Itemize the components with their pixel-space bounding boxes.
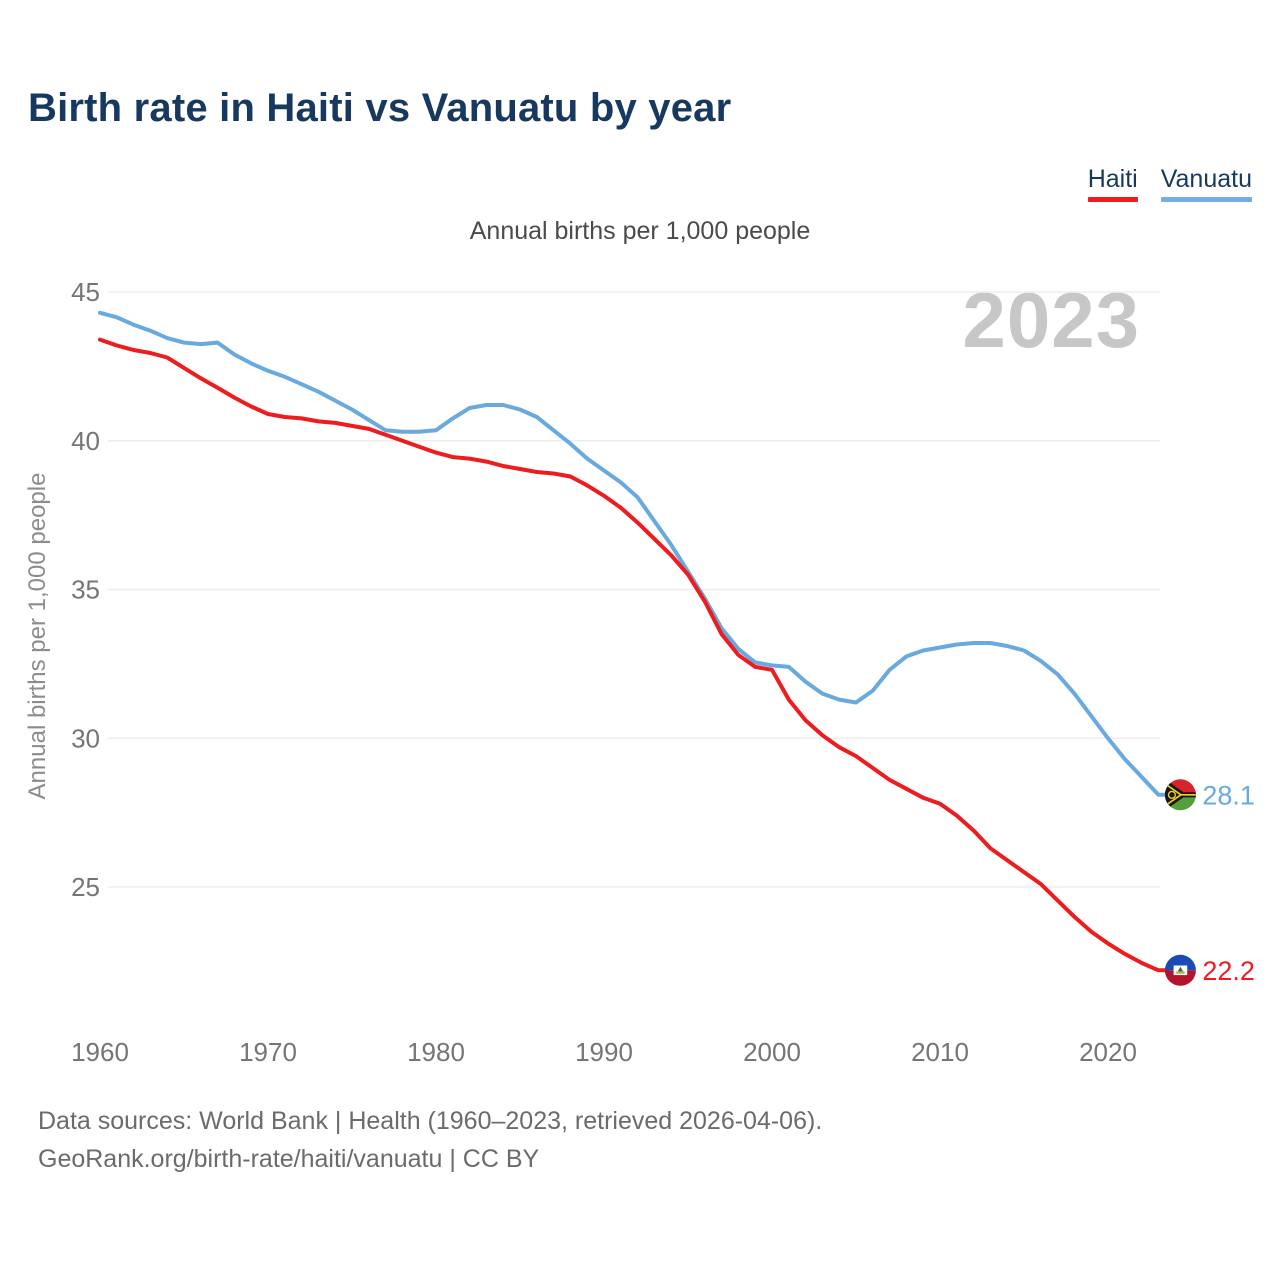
- vanuatu-line[interactable]: [98, 310, 1170, 797]
- vanuatu-end-value: 28.1: [1202, 780, 1255, 810]
- year-watermark: 2023: [962, 276, 1140, 364]
- x-tick-label: 2020: [1079, 1037, 1137, 1067]
- footer-attribution-link: GeoRank.org/birth-rate/haiti/vanuatu | C…: [38, 1145, 540, 1173]
- y-axis-label: Annual births per 1,000 people: [24, 473, 51, 800]
- vanuatu-flag-icon: [1164, 779, 1196, 811]
- legend-swatch-vanuatu: [1160, 197, 1252, 202]
- y-tick-label: 25: [71, 872, 100, 902]
- y-tick-label: 35: [71, 575, 100, 605]
- y-tick-label: 45: [71, 277, 100, 307]
- x-tick-label: 1970: [239, 1037, 297, 1067]
- chart-unit-caption: Annual births per 1,000 people: [469, 217, 811, 245]
- x-tick-label: 2000: [743, 1037, 801, 1067]
- legend-item-vanuatu[interactable]: Vanuatu: [1160, 165, 1252, 202]
- y-axis-ticks: 25 30 35 40 45: [71, 277, 100, 902]
- footer-data-sources: Data sources: World Bank | Health (1960–…: [38, 1107, 823, 1135]
- y-tick-label: 40: [71, 426, 100, 456]
- y-tick-label: 30: [71, 723, 100, 753]
- x-tick-label: 1990: [575, 1037, 633, 1067]
- x-tick-label: 1980: [407, 1037, 465, 1067]
- legend-label-haiti: Haiti: [1087, 165, 1138, 193]
- x-tick-label: 1960: [71, 1037, 129, 1067]
- page-title: Birth rate in Haiti vs Vanuatu by year: [28, 86, 732, 130]
- legend-label-vanuatu: Vanuatu: [1160, 165, 1252, 193]
- gridlines: [108, 291, 1160, 888]
- x-axis-ticks: 1960 1970 1980 1990 2000 2010 2020: [71, 1037, 1137, 1067]
- legend: Haiti Vanuatu: [1087, 165, 1252, 202]
- haiti-end-value: 22.2: [1202, 956, 1255, 986]
- legend-swatch-haiti: [1087, 197, 1138, 202]
- footer: Data sources: World Bank | Health (1960–…: [38, 1102, 822, 1178]
- haiti-flag-icon: [1164, 954, 1196, 986]
- x-tick-label: 2010: [911, 1037, 969, 1067]
- haiti-line[interactable]: [98, 337, 1170, 973]
- legend-item-haiti[interactable]: Haiti: [1087, 165, 1138, 202]
